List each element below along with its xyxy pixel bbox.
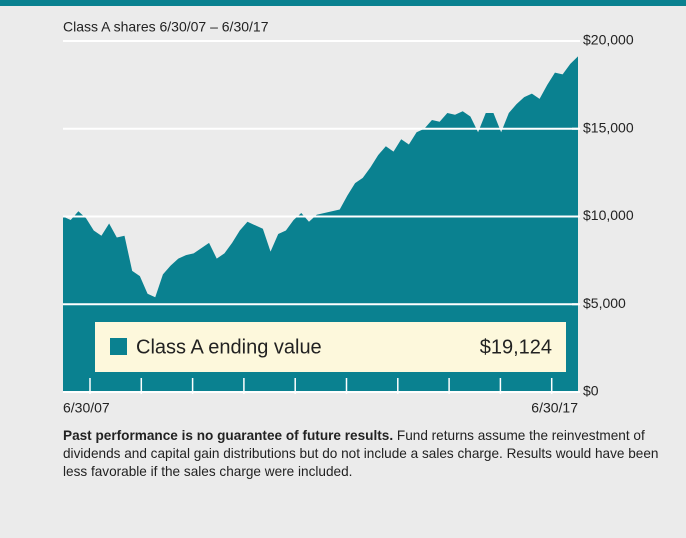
legend-label: Class A ending value — [136, 336, 322, 358]
footnote-bold: Past performance is no guarantee of futu… — [63, 428, 394, 443]
chart: Class A shares 6/30/07 – 6/30/17 $0 $5,00… — [0, 0, 686, 416]
footnote-text: Fund returns assume the reinvestment of … — [63, 428, 659, 479]
y-tick-label: $10,000 — [583, 207, 634, 223]
top-bar — [0, 0, 686, 6]
legend-value: $19,124 — [480, 336, 552, 358]
legend-swatch — [110, 338, 127, 355]
y-tick-label: $5,000 — [583, 295, 626, 311]
area — [63, 56, 578, 392]
legend-box — [95, 322, 566, 372]
y-tick-label: $20,000 — [583, 32, 634, 48]
y-tick-label: $0 — [583, 383, 599, 399]
x-tick-label: 6/30/07 — [63, 400, 110, 416]
footnote: Past performance is no guarantee of futu… — [63, 427, 673, 481]
y-tick-label: $15,000 — [583, 119, 634, 135]
x-tick-label: 6/30/17 — [531, 400, 578, 416]
subtitle: Class A shares 6/30/07 – 6/30/17 — [63, 19, 269, 35]
